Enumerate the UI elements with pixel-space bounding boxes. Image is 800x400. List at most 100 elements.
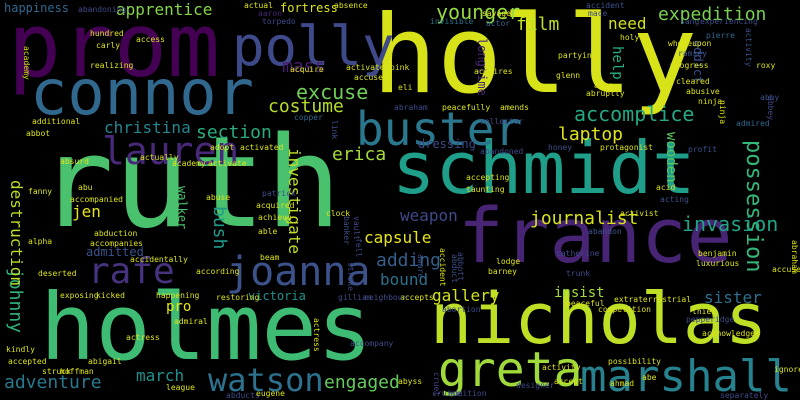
word-competition: competition	[598, 305, 651, 314]
word-abduction: abduction	[94, 229, 138, 238]
word-greta: greta	[438, 342, 583, 398]
word-ninja: ninja	[718, 100, 727, 125]
word-film: film	[516, 14, 560, 35]
word-struck: struck	[42, 367, 71, 376]
word-mace: mace	[588, 9, 608, 18]
word-rafe: rafe	[88, 251, 175, 292]
word-fortress: fortress	[280, 1, 338, 15]
word-happening: happening	[156, 291, 200, 300]
word-amends: amends	[500, 103, 529, 112]
word-activated: activated	[240, 143, 284, 152]
word-excuse: excuse	[296, 80, 369, 104]
word-abruptly: abruptly	[586, 89, 625, 98]
word-march: march	[136, 366, 185, 385]
word-glenn: glenn	[556, 71, 581, 80]
word-bush: bush	[209, 206, 230, 250]
word-insist: insist	[554, 285, 605, 301]
word-buster: buster	[356, 102, 523, 156]
word-actress: actress	[312, 318, 321, 352]
word-acquire: acquire	[290, 65, 324, 74]
word-honey: honey	[548, 143, 573, 152]
word-pierre: pierre	[706, 31, 735, 40]
word-thief: thief	[692, 307, 717, 316]
word-connor: connor	[30, 56, 254, 129]
word-weapon: weapon	[400, 206, 458, 225]
word-abigail: abigail	[88, 357, 122, 366]
word-acting: acting	[660, 195, 689, 204]
word-destruction: destruction	[7, 180, 26, 286]
word-kindly: kindly	[6, 345, 35, 354]
word-ruth: ruth	[38, 109, 342, 256]
word-accident: accident	[438, 248, 447, 287]
word-cruel: cruel	[432, 372, 441, 397]
word-happiness: happiness	[4, 1, 70, 15]
word-abu: abu	[78, 183, 93, 192]
word-bound: bound	[380, 270, 429, 289]
word-activates: activates	[346, 63, 390, 72]
word-ahmad: ahmad	[610, 379, 635, 388]
word-benjamin: benjamin	[698, 249, 737, 258]
word-designer: designer	[516, 381, 555, 390]
word-absence: absence	[334, 1, 368, 10]
word-accomplice: accomplice	[574, 102, 695, 126]
word-separately: separately	[720, 391, 769, 400]
word-acquires: acquires	[474, 67, 513, 76]
word-banker: banker	[342, 216, 351, 245]
word-catherine: catherine	[556, 249, 600, 258]
word-accused: accused	[354, 73, 388, 82]
word-investigate: investigate	[285, 148, 304, 254]
word-accompanies: accompanies	[90, 239, 143, 248]
word-acid: acid	[656, 183, 676, 192]
word-fanny: fanny	[28, 187, 53, 196]
word-possibility: possibility	[608, 357, 661, 366]
word-link: link	[330, 120, 339, 140]
word-neighbour: neighbour	[364, 293, 408, 302]
word-expedition: expedition	[658, 4, 767, 25]
word-deserted: deserted	[38, 269, 77, 278]
word-pink: pink	[390, 63, 410, 72]
word-wooden: wooden	[663, 132, 679, 183]
word-accept: accept	[554, 377, 583, 386]
word-pepperidge: pepperidge	[686, 315, 735, 324]
word-gallery: gallery	[432, 286, 500, 305]
word-admiral: admiral	[174, 317, 208, 326]
word-sister: sister	[704, 288, 762, 307]
word-accuses: accuses	[772, 265, 800, 274]
word-younger: younger	[436, 0, 521, 24]
word-abbey: abbey	[766, 96, 775, 121]
word-marshall: marshall	[580, 351, 792, 400]
word-patrick: patrick	[262, 189, 296, 198]
word-fell: fell	[354, 238, 363, 258]
word-accepting: accepting	[466, 173, 510, 182]
word-abandoned: abandoned	[480, 147, 524, 156]
word-aang: aang	[594, 81, 614, 90]
word-sang: sang	[680, 17, 700, 26]
word-invisible: invisible	[430, 17, 474, 26]
word-journalist: journalist	[530, 208, 639, 229]
word-abducts: abducts	[226, 391, 260, 400]
word-academy: academy	[172, 159, 206, 168]
word-schmidt: schmidt	[392, 126, 696, 210]
word-cruise: cruise	[432, 389, 461, 398]
word-accepted: accepted	[8, 357, 47, 366]
word-lauren: lauren	[102, 129, 240, 173]
word-ignore: ignore	[774, 365, 800, 374]
word-whereupon: whereupon	[668, 39, 712, 48]
word-adopt: adopt	[210, 143, 235, 152]
word-acquired: acquired	[256, 201, 295, 210]
word-experiencing: experiencing	[700, 17, 758, 26]
word-abby: abby	[760, 93, 780, 102]
word-able: able	[258, 227, 278, 236]
word-league: league	[166, 383, 195, 392]
word-abyss: abyss	[398, 377, 423, 386]
word-addition: addition	[448, 389, 487, 398]
word-holly: holly	[372, 0, 698, 118]
word-admired: admired	[736, 119, 770, 128]
word-engaged: engaged	[324, 372, 400, 393]
word-trunk: trunk	[566, 269, 591, 278]
word-erica: erica	[332, 144, 387, 165]
word-abbott: abbott	[456, 252, 465, 281]
word-aaron: aaron	[258, 9, 283, 18]
word-accompany: accompany	[350, 339, 394, 348]
word-help: help	[609, 46, 625, 80]
